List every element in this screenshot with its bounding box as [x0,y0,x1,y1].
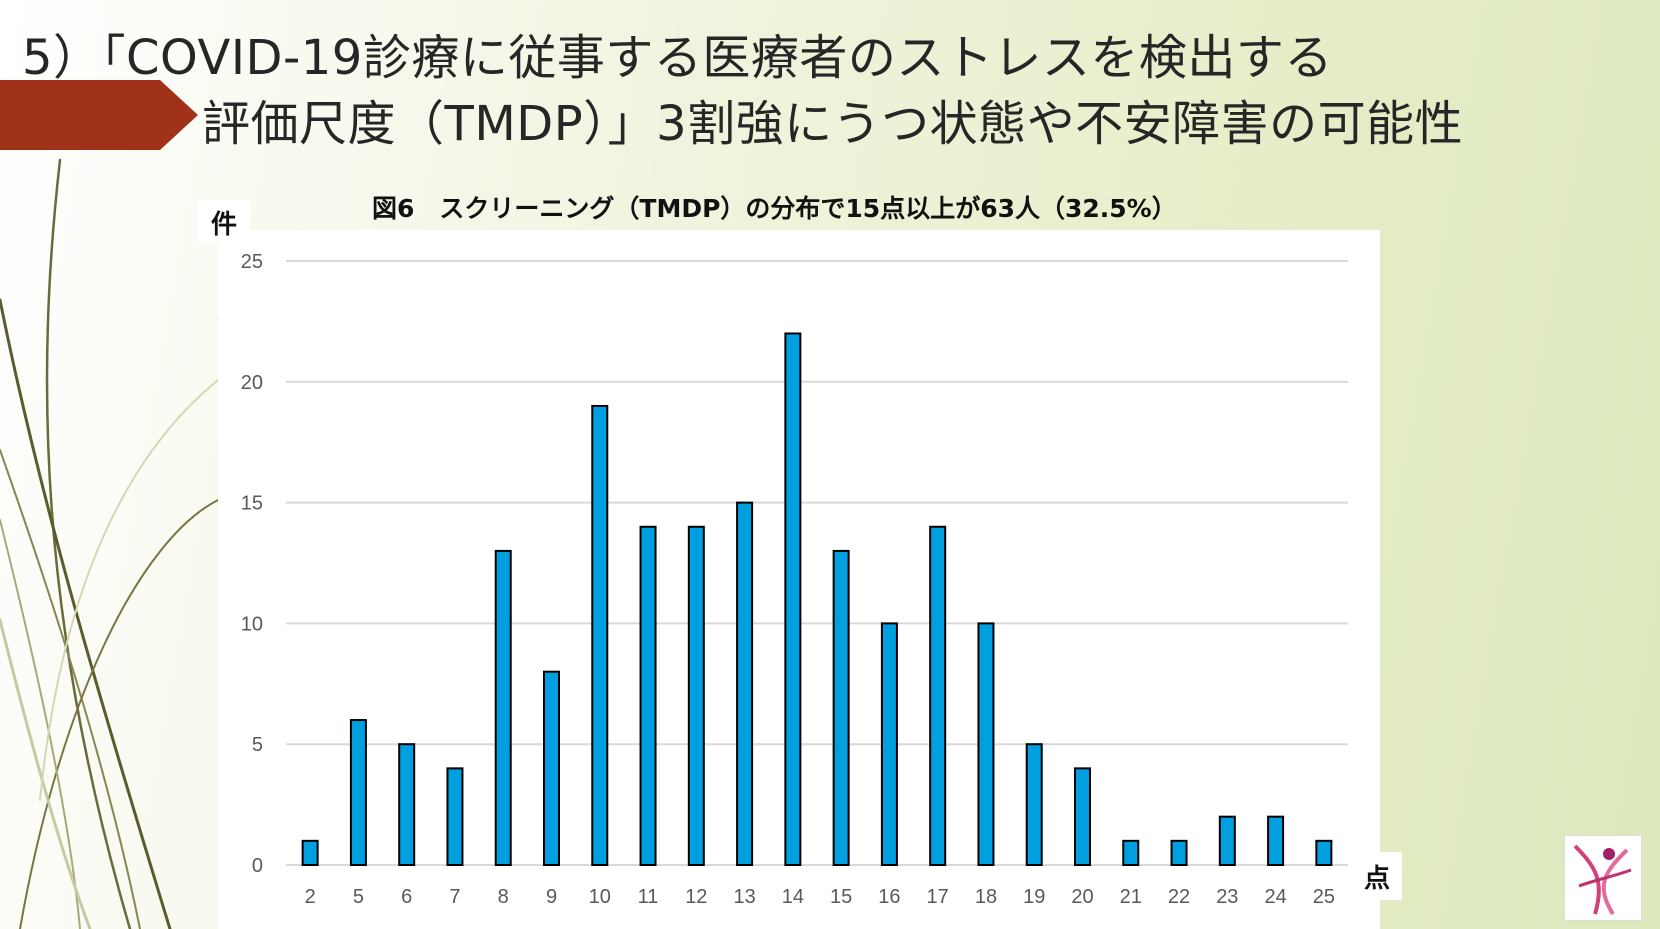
slide-title-line1: 5）「COVID-19診療に従事する医療者のストレスを検出する [22,30,1333,86]
x-tick-label: 12 [685,886,707,908]
x-tick-label: 17 [927,886,949,908]
bar [880,622,898,866]
chart-title: 図6 スクリーニング（TMDP）の分布で15点以上が63人（32.5%） [372,194,1177,223]
bar [1267,815,1285,866]
x-tick-label: 8 [498,886,509,908]
bar [1074,767,1091,866]
y-tick-label: 10 [241,613,263,635]
bar [977,622,995,866]
x-axis-unit-label: 点 [1352,852,1402,900]
x-tick-label: 18 [975,886,997,908]
bar [543,670,560,866]
y-tick-label: 20 [241,372,263,394]
bar [1315,839,1333,867]
bar [832,549,850,866]
y-tick-label: 0 [252,855,263,877]
bar [591,404,609,867]
bar [929,525,947,866]
bar [349,719,367,867]
bar [1122,839,1140,867]
x-tick-label: 13 [733,886,755,908]
y-tick-label: 15 [241,493,263,515]
x-tick-label: 14 [782,886,804,908]
x-tick-label: 23 [1216,886,1238,908]
y-tick-label: 5 [252,734,263,756]
x-tick-label: 11 [638,886,659,908]
logo-icon [1564,835,1642,921]
x-tick-label: 22 [1168,886,1190,908]
bar [1025,743,1043,867]
gridlines [286,260,1348,866]
x-tick-label: 2 [305,886,316,908]
bar [1170,839,1188,867]
x-tick-label: 21 [1120,886,1142,908]
x-tick-label: 6 [401,886,412,908]
x-tick-label: 7 [449,886,460,908]
x-tick-label: 15 [830,886,852,908]
bar [398,743,416,867]
slide-title-line2: 評価尺度（TMDP）」3割強にうつ状態や不安障害の可能性 [202,96,1464,152]
x-tick-label: 24 [1264,886,1286,908]
bar [301,839,319,867]
bar [687,525,705,866]
bars [301,332,1333,867]
x-tick-label: 5 [353,886,364,908]
bar [639,525,657,866]
bar [494,549,512,866]
bar [1218,815,1236,866]
x-tick-label: 16 [878,886,900,908]
x-tick-label: 19 [1023,886,1045,908]
bar [446,767,464,866]
x-tick-label: 20 [1071,886,1093,908]
title-arrow-banner [0,80,198,150]
x-tick-label: 10 [589,886,611,908]
x-tick-label: 9 [546,886,557,908]
x-axis-ticks: 2 5 6 7 8 9 10 11 12 13 14 15 16 17 18 19 20 21 22 23 24 25 [305,886,1335,908]
chart-panel: 0 5 10 15 20 25 2 5 6 7 8 9 10 11 12 13 14 15 16 17 18 19 20 2… [218,230,1380,929]
bar [736,501,754,866]
arrow-shape [0,80,198,150]
y-axis-unit-label: 件 [198,200,250,244]
bar [784,332,802,867]
y-tick-label: 25 [241,251,263,273]
y-axis-ticks: 0 5 10 15 20 25 [241,251,263,877]
x-tick-label: 25 [1313,886,1335,908]
